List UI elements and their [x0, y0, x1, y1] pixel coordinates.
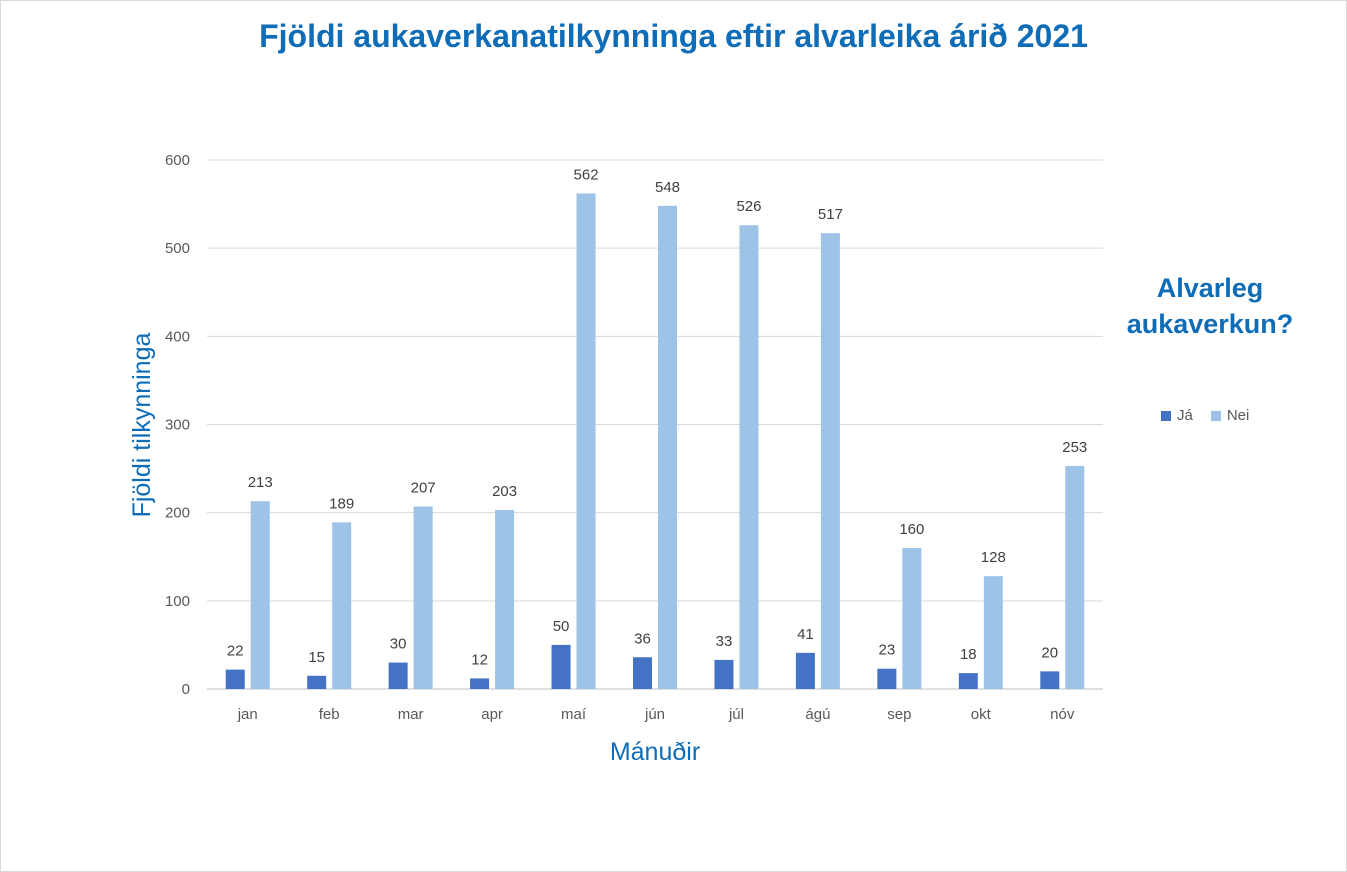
x-tick-label: ágú: [805, 706, 830, 723]
bar-nei: [576, 193, 596, 689]
data-label: 36: [634, 630, 651, 647]
y-tick-labels: 0 100 200 300 400 500 600: [165, 152, 190, 698]
bar-nei: [1065, 465, 1085, 689]
legend-swatch-nei: [1210, 410, 1221, 421]
legend-item-nei: Nei: [1210, 407, 1250, 424]
legend-title: Alvarleg aukaverkun?: [1126, 273, 1294, 339]
bar-nei: [820, 233, 840, 689]
gridlines: [207, 159, 1103, 690]
bar-ja: [225, 669, 245, 689]
legend-item-ja: Já: [1161, 407, 1193, 424]
bar-ja: [714, 659, 734, 689]
bar-nei: [332, 522, 352, 689]
y-tick-label: 500: [165, 240, 190, 257]
data-label: 50: [553, 618, 570, 635]
x-tick-label: jún: [644, 706, 665, 723]
data-label: 253: [1062, 439, 1087, 456]
data-label: 128: [981, 549, 1006, 566]
data-label: 562: [574, 167, 599, 184]
data-label: 548: [655, 179, 680, 196]
bar-nei: [739, 225, 759, 689]
bar-ja: [633, 657, 652, 689]
legend: Já Nei: [1161, 407, 1267, 424]
x-axis-label: Mánuðir: [610, 738, 700, 766]
bar-ja: [1040, 671, 1060, 689]
bar-nei: [983, 576, 1003, 689]
bar-nei: [902, 547, 922, 689]
data-label: 526: [736, 198, 761, 215]
x-tick-label: feb: [319, 706, 340, 723]
bar-ja: [795, 652, 815, 689]
data-label: 18: [960, 646, 977, 663]
data-label: 213: [248, 474, 273, 491]
x-tick-label: maí: [561, 706, 587, 723]
bars: [225, 193, 1085, 689]
data-label: 517: [818, 206, 843, 223]
data-label: 189: [329, 495, 354, 512]
bar-nei: [495, 510, 515, 689]
bar-ja: [877, 668, 897, 689]
bar-nei: [658, 205, 677, 689]
x-tick-label: sep: [887, 706, 911, 723]
y-tick-label: 100: [165, 593, 190, 610]
x-tick-label: nóv: [1050, 706, 1075, 723]
data-label: 15: [308, 649, 325, 666]
data-label: 160: [899, 521, 924, 538]
data-label: 207: [411, 479, 436, 496]
bar-ja: [388, 662, 408, 689]
x-tick-label: mar: [398, 706, 424, 723]
x-tick-label: okt: [971, 706, 992, 723]
legend-swatch-ja: [1161, 410, 1171, 421]
data-label: 12: [471, 651, 488, 668]
data-label: 33: [716, 633, 733, 650]
data-label: 20: [1041, 644, 1058, 661]
x-tick-label: jan: [237, 706, 258, 723]
y-tick-label: 300: [165, 417, 190, 434]
data-label: 30: [390, 636, 407, 653]
y-tick-label: 400: [165, 328, 190, 345]
chart-title: Fjöldi aukaverkanatilkynninga eftir alva…: [259, 18, 1088, 54]
legend-label-ja: Já: [1177, 407, 1193, 424]
bar-ja: [307, 675, 327, 689]
bar-ja: [958, 673, 978, 689]
x-tick-label: júl: [728, 706, 744, 723]
bar-nei: [413, 506, 433, 689]
bar-ja: [470, 678, 490, 689]
y-tick-label: 600: [165, 152, 190, 169]
legend-label-nei: Nei: [1226, 407, 1250, 424]
x-tick-labels: jan feb mar apr maí jún júl ágú sep okt nóv: [237, 706, 1075, 723]
y-axis-label: Fjöldi tilkynninga: [128, 333, 156, 518]
data-labels: 22 213 15 189 30 207 12 203 50 562 36 548 33 526 41 517…: [227, 167, 1087, 669]
data-label: 23: [879, 642, 896, 659]
data-label: 41: [797, 626, 814, 643]
bar-nei: [250, 501, 270, 689]
x-tick-label: apr: [481, 706, 503, 723]
y-tick-label: 200: [165, 505, 190, 522]
data-label: 203: [492, 483, 517, 500]
y-tick-label: 0: [182, 681, 190, 698]
data-label: 22: [227, 643, 244, 660]
bar-ja: [551, 644, 571, 689]
